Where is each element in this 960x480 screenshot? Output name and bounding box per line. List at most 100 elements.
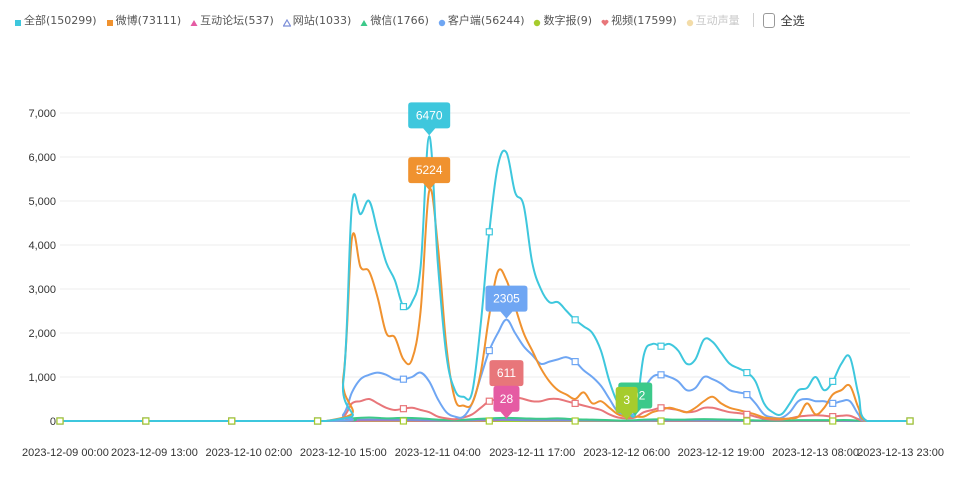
data-point — [829, 399, 837, 407]
select-all-checkbox[interactable] — [762, 12, 775, 28]
peak-annotation-2: 2305 — [485, 285, 528, 319]
data-point — [743, 417, 751, 425]
x-tick-label: 2023-12-10 02:00 — [205, 447, 292, 459]
annotation-label: 2305 — [493, 292, 520, 306]
data-point — [829, 417, 837, 425]
data-point — [313, 417, 322, 425]
legend-marker-icon — [601, 17, 609, 26]
data-point — [485, 417, 493, 425]
annotation-label: 611 — [497, 366, 516, 380]
data-point — [657, 404, 665, 412]
legend-item-3[interactable]: 网站(1033) — [282, 12, 352, 28]
legend-item-4[interactable]: 微信(1766) — [360, 12, 429, 28]
y-tick-label: 5,000 — [28, 196, 56, 208]
series-line-2 — [59, 318, 910, 423]
series-line-1 — [59, 187, 910, 423]
x-tick-label: 2023-12-11 17:00 — [489, 447, 575, 459]
x-tick-label: 2023-12-11 04:00 — [395, 447, 481, 459]
legend-item-5[interactable]: 客户端(56244) — [438, 12, 525, 28]
annotation-bubble — [485, 285, 528, 319]
legend-label: 互动论坛(537) — [200, 14, 274, 27]
annotation-label: 28 — [500, 392, 514, 406]
data-point — [399, 405, 408, 413]
data-point — [657, 342, 665, 350]
series-line-4 — [59, 416, 910, 423]
legend-label: 客户端(56244) — [447, 14, 525, 27]
x-tick-label: 2023-12-12 06:00 — [583, 447, 670, 459]
annotation-label: 3 — [623, 393, 630, 407]
y-tick-label: 2,000 — [28, 328, 56, 340]
annotation-bubble — [489, 360, 524, 394]
x-tick-label: 2023-12-09 00:00 — [22, 447, 109, 459]
annotation-bubble — [615, 386, 638, 420]
legend-label: 微信(1766) — [370, 14, 429, 27]
y-tick-label: 4,000 — [28, 240, 56, 252]
data-point — [228, 417, 236, 425]
y-tick-label: 6,000 — [28, 152, 56, 164]
legend-marker-icon — [533, 17, 541, 26]
legend-marker-icon — [106, 17, 113, 26]
data-point — [485, 347, 493, 355]
x-tick-label: 2023-12-09 13:00 — [111, 447, 198, 459]
legend-label: 微博(73111) — [115, 14, 182, 27]
data-point — [657, 371, 665, 379]
y-tick-label: 1,000 — [28, 372, 56, 384]
legend-divider — [752, 13, 754, 27]
data-point — [571, 316, 579, 324]
data-point — [56, 417, 64, 425]
x-tick-label: 2023-12-13 08:00 — [772, 447, 859, 459]
legend-label: 互动声量 — [695, 14, 740, 27]
peak-annotation-4: 28 — [493, 385, 520, 419]
data-point — [657, 417, 665, 425]
data-point — [571, 399, 579, 407]
y-tick-label: 3,000 — [28, 284, 56, 296]
data-point — [142, 417, 150, 425]
data-point — [485, 228, 493, 236]
data-point — [743, 369, 751, 377]
x-tick-label: 2023-12-12 19:00 — [678, 447, 765, 459]
peak-annotation-3: 611 — [489, 360, 524, 394]
legend-marker-icon — [190, 17, 198, 26]
legend-item-8[interactable]: 互动声量 — [686, 12, 740, 28]
select-all-label: 全选 — [780, 13, 805, 28]
y-tick-label: 0 — [50, 416, 56, 428]
legend-label: 全部(150299) — [24, 14, 97, 27]
legend-label: 网站(1033) — [292, 14, 352, 27]
data-point — [399, 417, 408, 425]
data-point — [399, 375, 408, 383]
legend-marker-icon — [282, 17, 292, 27]
x-tick-label: 2023-12-13 23:00 — [857, 447, 944, 459]
data-point — [571, 417, 579, 425]
annotation-label: 5224 — [416, 163, 443, 177]
legend-marker-icon — [14, 17, 21, 26]
peak-annotation-1: 5224 — [408, 157, 451, 191]
x-tick-label: 2023-12-10 15:00 — [300, 447, 387, 459]
data-point — [906, 417, 914, 425]
data-point — [399, 303, 408, 311]
annotation-bubble — [493, 385, 520, 419]
legend-marker-icon — [360, 17, 368, 26]
legend-marker-icon — [438, 17, 446, 26]
legend-item-0[interactable]: 全部(150299) — [14, 12, 97, 28]
data-point — [743, 410, 751, 418]
data-point — [829, 377, 837, 385]
series-line-0 — [59, 135, 910, 423]
data-point — [571, 358, 579, 366]
select-all-toggle[interactable]: 全选 — [762, 12, 805, 29]
annotation-label: 6470 — [416, 108, 443, 122]
annotation-bubble — [408, 102, 451, 136]
legend-item-2[interactable]: 互动论坛(537) — [190, 12, 274, 28]
y-tick-label: 7,000 — [28, 108, 56, 120]
legend-marker-icon — [686, 17, 693, 26]
data-point — [485, 397, 493, 405]
legend-item-7[interactable]: 视频(17599) — [601, 12, 677, 28]
legend-item-1[interactable]: 微博(73111) — [106, 12, 182, 28]
peak-annotation-0: 6470 — [408, 102, 451, 136]
data-point — [743, 391, 751, 399]
chart-legend: 全部(150299) 微博(73111) 互动论坛(537) 网站(1033) 微信(1… — [14, 8, 805, 32]
peak-annotation-6: 3 — [615, 386, 638, 420]
legend-item-6[interactable]: 数字报(9) — [533, 12, 592, 28]
legend-label: 数字报(9) — [543, 14, 593, 27]
legend-label: 视频(17599) — [611, 14, 677, 27]
